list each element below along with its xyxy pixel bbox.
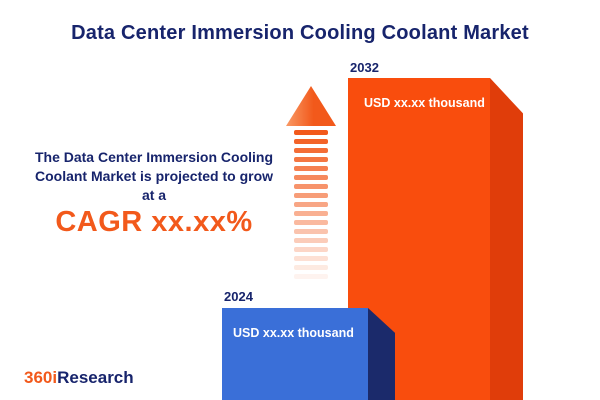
logo-360i: 360i <box>24 368 58 387</box>
description-line-3: at a <box>141 187 167 203</box>
bar-2032-side-face <box>490 78 523 400</box>
arrow-dashes <box>294 130 328 283</box>
description-line-1: The Data Center Immersion Cooling <box>34 149 274 165</box>
cagr-text: CAGR xx.xx% <box>55 206 253 238</box>
year-label-2024: 2024 <box>224 289 253 304</box>
year-label-2032: 2032 <box>350 60 379 75</box>
description-line-2: Coolant Market is projected to grow <box>34 168 274 184</box>
logo-research: Research <box>57 368 134 387</box>
arrow-up-icon <box>286 86 336 126</box>
description-text: The Data Center Immersion Cooling Coolan… <box>8 148 300 238</box>
value-label-2032: USD xx.xx thousand <box>364 96 485 110</box>
logo: 360iResearch <box>24 368 134 388</box>
value-label-2024: USD xx.xx thousand <box>233 326 354 340</box>
bar-2024 <box>222 308 368 400</box>
page-title: Data Center Immersion Cooling Coolant Ma… <box>71 22 529 44</box>
